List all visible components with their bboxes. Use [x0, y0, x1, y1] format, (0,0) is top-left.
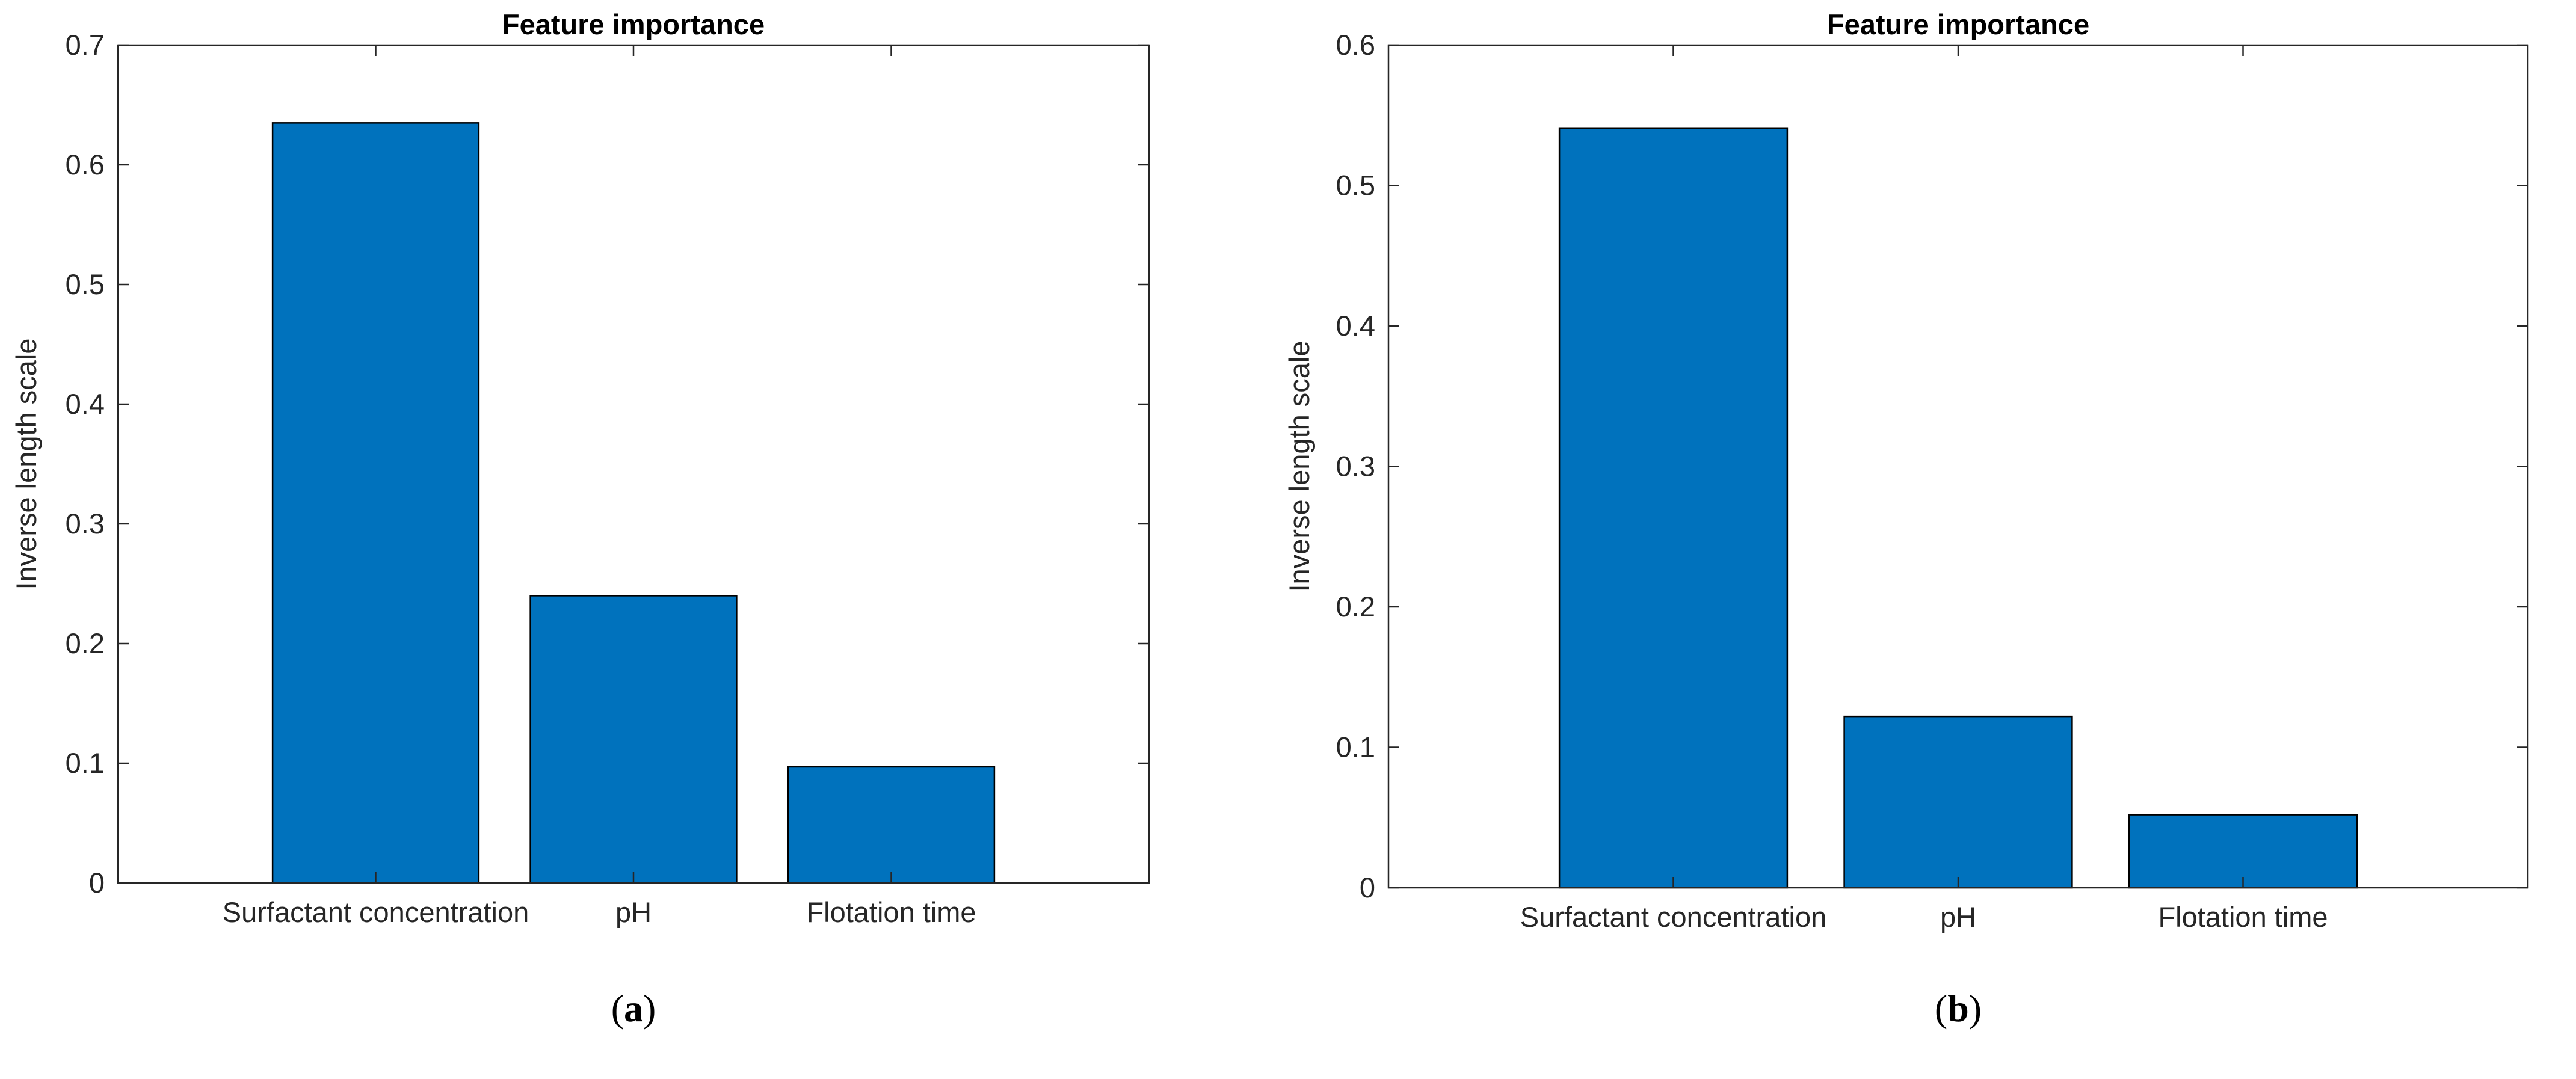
bar-1 — [1843, 715, 2073, 889]
caption-open: ( — [1935, 987, 1947, 1030]
chart-title: Feature importance — [1827, 8, 2089, 40]
x-tick-label: pH — [1940, 901, 1976, 933]
x-tick-label: Flotation time — [2158, 901, 2328, 933]
caption-open: ( — [611, 987, 624, 1030]
bar-1 — [529, 595, 738, 884]
y-tick-label: 0.6 — [1336, 29, 1375, 61]
bar-2 — [2128, 814, 2358, 889]
bar-0 — [1558, 127, 1789, 889]
chart-b: 0 0.1 0.2 0.3 0.4 0.5 0.6 Surfactant concentrat… — [1283, 8, 2529, 1030]
y-tick-label: 0.3 — [66, 508, 105, 540]
chart-a: 0 0.1 0.2 0.3 0.4 0.5 0.6 0.7 Surfactant concent… — [10, 8, 1150, 1030]
panel-caption: (a) — [611, 987, 656, 1030]
y-tick-label: 0.1 — [66, 747, 105, 779]
bar-2 — [787, 766, 996, 884]
y-tick-label: 0.2 — [1336, 591, 1375, 622]
caption-letter: b — [1947, 987, 1969, 1030]
y-tick-label: 0 — [89, 867, 105, 899]
caption-close: ) — [1969, 987, 1982, 1030]
bar-0 — [271, 122, 480, 884]
y-tick-label: 0.6 — [66, 149, 105, 180]
x-tick-label: Surfactant concentration — [1520, 901, 1826, 933]
chart-panel-b: 0 0.1 0.2 0.3 0.4 0.5 0.6 Surfactant concentrat… — [1257, 0, 2576, 1079]
y-tick-label: 0.4 — [66, 388, 105, 420]
y-tick-label: 0.3 — [1336, 450, 1375, 482]
y-tick-label: 0.5 — [66, 268, 105, 300]
y-tick-label: 0.4 — [1336, 310, 1375, 342]
y-tick-label: 0 — [1360, 872, 1375, 903]
chart-title: Feature importance — [502, 8, 765, 40]
chart-panel-a: 0 0.1 0.2 0.3 0.4 0.5 0.6 0.7 Surfactant concent… — [0, 0, 1275, 1079]
y-tick-label: 0.5 — [1336, 170, 1375, 201]
panel-caption: (b) — [1935, 987, 1982, 1030]
y-tick-label: 0.2 — [66, 627, 105, 659]
caption-letter: a — [624, 987, 643, 1030]
x-tick-label: Surfactant concentration — [223, 896, 529, 928]
y-tick-label: 0.1 — [1336, 731, 1375, 763]
caption-close: ) — [643, 987, 656, 1030]
y-tick-label: 0.7 — [66, 29, 105, 61]
y-axis-label: Inverse length scale — [1283, 340, 1315, 592]
x-tick-label: pH — [615, 896, 652, 928]
y-axis-label: Inverse length scale — [10, 338, 42, 589]
x-tick-label: Flotation time — [806, 896, 976, 928]
